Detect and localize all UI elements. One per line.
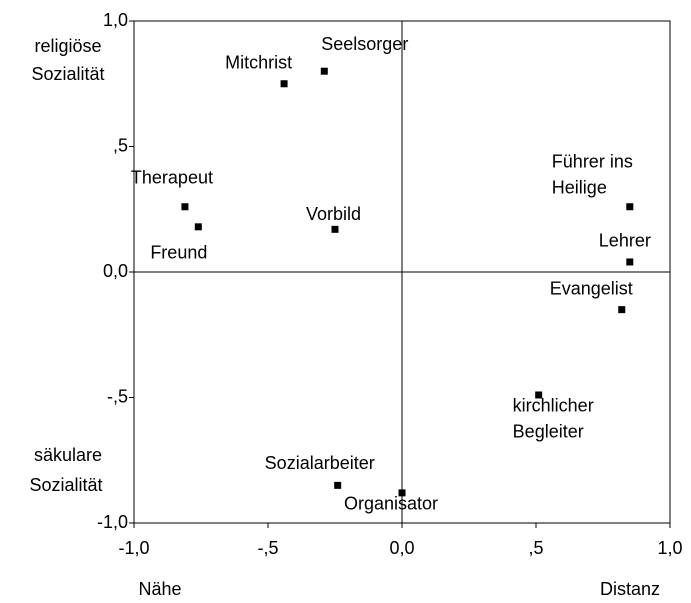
point-label: Sozialarbeiter [265, 453, 375, 473]
point [626, 258, 634, 266]
point [320, 67, 328, 75]
y-top-label: Sozialität [31, 64, 104, 84]
point-label: Mitchrist [225, 53, 292, 73]
point [398, 489, 406, 497]
point-label: Begleiter [513, 422, 584, 442]
y-tick-label: 1,0 [103, 10, 128, 30]
x-tick-label: -1,0 [118, 538, 149, 558]
x-left-label: Nähe [138, 579, 181, 599]
point [331, 225, 339, 233]
point [626, 203, 634, 211]
x-tick-label: 0,0 [389, 538, 414, 558]
y-bottom-label: Sozialität [29, 475, 102, 495]
x-right-label: Distanz [600, 579, 660, 599]
point [334, 481, 342, 489]
x-tick-label: 1,0 [657, 538, 682, 558]
point-label: Führer ins [552, 151, 633, 171]
x-tick-label: ,5 [528, 538, 543, 558]
y-bottom-label: säkulare [34, 445, 102, 465]
point [194, 223, 202, 231]
point-label: Vorbild [306, 204, 361, 224]
point-label: Heilige [552, 177, 607, 197]
point-label: Freund [150, 243, 207, 263]
point-label: Organisator [344, 494, 438, 514]
point [535, 391, 543, 399]
y-tick-label: 0,0 [103, 261, 128, 281]
y-tick-label: ,5 [113, 135, 128, 155]
point-label: kirchlicher [513, 396, 594, 416]
point-label: Evangelist [550, 278, 633, 298]
point [618, 306, 626, 314]
y-tick-label: -,5 [107, 386, 128, 406]
point-label: Seelsorger [321, 34, 408, 54]
point [280, 80, 288, 88]
point-label: Therapeut [131, 167, 213, 187]
point [181, 203, 189, 211]
y-top-label: religiöse [34, 36, 101, 56]
x-tick-label: -,5 [257, 538, 278, 558]
point-label: Lehrer [599, 231, 651, 251]
y-tick-label: -1,0 [97, 512, 128, 532]
